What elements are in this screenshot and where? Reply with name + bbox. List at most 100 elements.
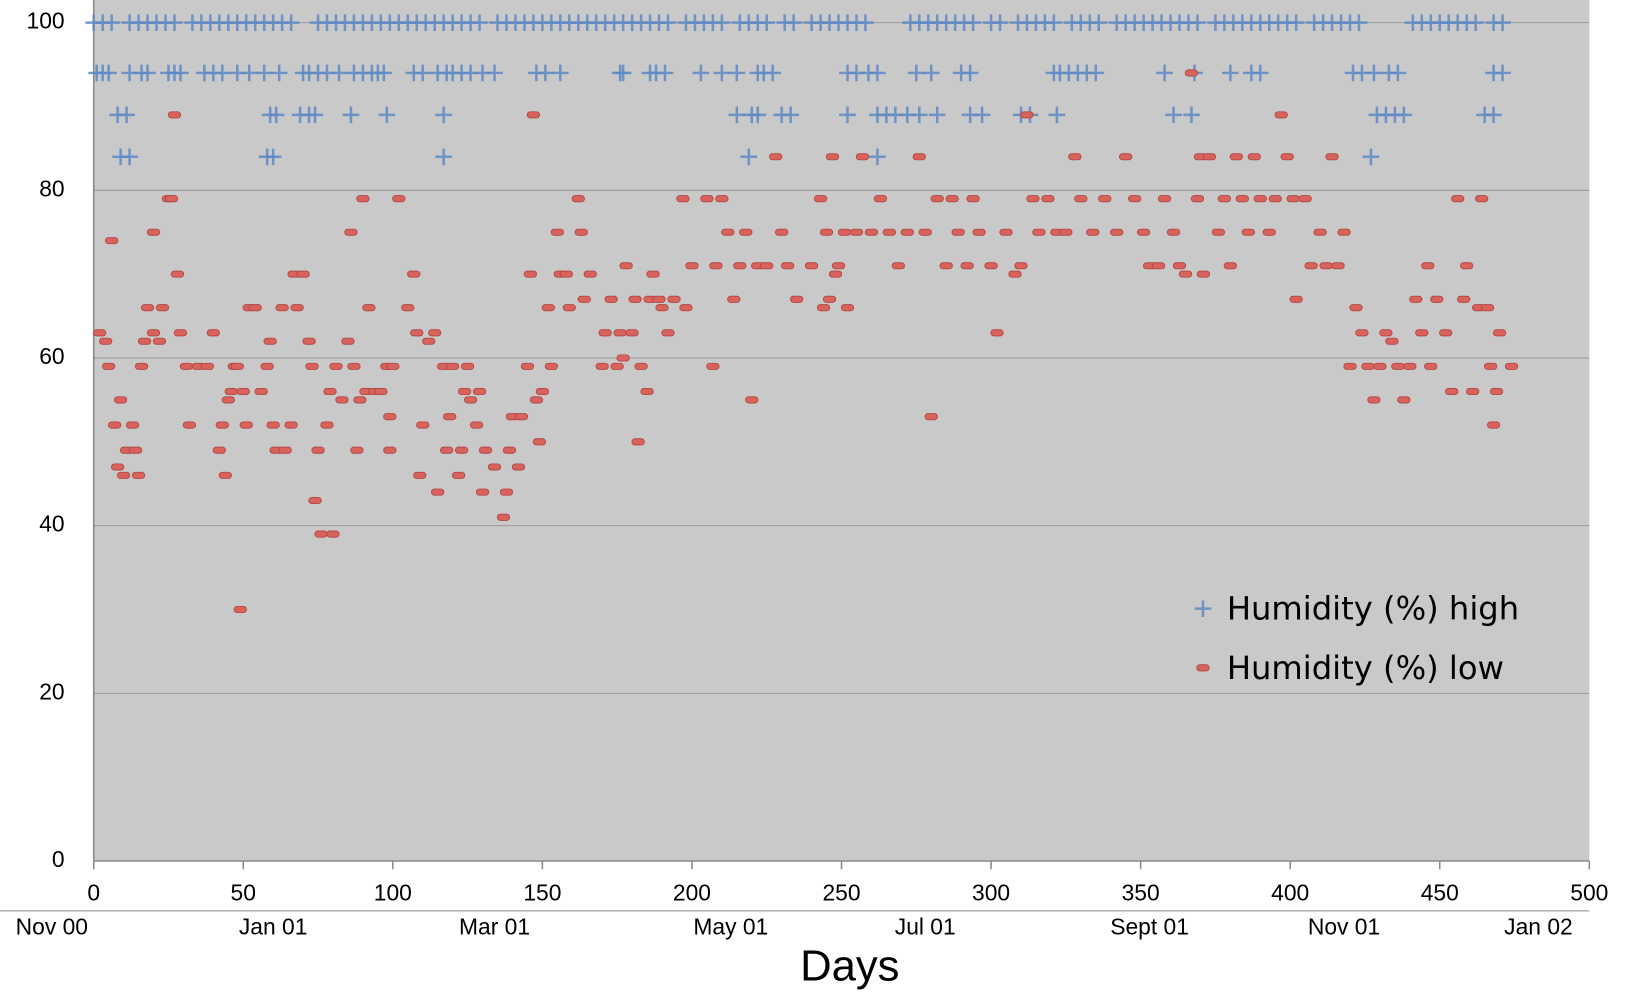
dash-marker [1166,228,1181,236]
dash-marker [1280,153,1294,161]
dash-marker [679,304,693,312]
dash-marker [341,337,355,345]
dash-marker [819,228,834,236]
dash-marker [1059,228,1073,236]
plus-marker [728,64,746,82]
dash-marker [828,270,843,278]
dash-marker [882,228,897,236]
dash-marker [1367,396,1381,404]
dash-marker [544,362,559,370]
plus-marker [1350,14,1368,31]
dash-marker [514,413,529,421]
dash-marker [1247,153,1261,161]
dash-marker [116,471,131,479]
plus-marker [713,14,731,31]
dash-marker [532,438,547,446]
dash-marker [1319,262,1333,270]
dash-marker [137,337,152,345]
dash-marker [167,111,182,119]
dash-marker [1504,362,1519,370]
dash-marker [284,421,298,429]
dash-marker [760,262,774,270]
dash-marker [1331,262,1345,270]
dash-marker [362,304,376,312]
plus-marker [1222,64,1239,82]
plus-marker [764,64,782,82]
plus-marker [1048,106,1066,124]
dash-marker [1391,362,1405,370]
date-tick-label: Nov 00 [16,914,88,940]
dash-marker [912,153,926,161]
x-tick-label: 0 [87,879,100,905]
dash-marker [344,228,358,236]
dash-marker [413,471,427,479]
dash-marker [939,262,953,270]
dash-marker [613,329,627,337]
dash-marker [296,270,310,278]
dash-marker [789,295,804,303]
x-tick-label: 50 [231,879,256,905]
dash-marker [278,446,292,454]
dash-marker [733,262,747,270]
dash-marker [1241,228,1255,236]
dash-marker [990,329,1004,337]
dash-marker [326,530,340,538]
dash-marker [290,304,304,312]
dash-marker [233,605,247,614]
dash-marker [1020,111,1034,119]
dash-marker [215,421,229,429]
x-tick-label: 300 [972,879,1010,905]
dash-marker [502,446,517,454]
dash-marker [1474,195,1489,203]
dash-marker [1483,362,1498,370]
plus-marker [659,14,677,31]
dash-marker [769,153,783,161]
plus-marker [1189,14,1206,31]
dash-marker [386,362,400,370]
dash-marker [266,421,280,429]
plus-marker [1194,600,1212,617]
dash-marker [1466,387,1480,396]
dash-marker [598,329,612,337]
dash-marker [140,304,155,312]
dash-marker [460,362,475,370]
dash-marker [511,463,526,471]
plus-marker [342,106,360,124]
dash-marker [855,153,870,161]
dash-marker [1217,195,1232,203]
dash-marker [1229,153,1243,161]
dash-marker [966,195,980,203]
dash-marker [891,262,905,270]
dash-marker [499,488,514,496]
dash-marker [1202,153,1217,161]
dash-marker [1253,195,1267,203]
dash-marker [529,396,544,404]
dash-marker [1337,228,1351,236]
dash-marker [104,237,119,245]
plus-marker [1183,106,1200,124]
dash-marker [1274,111,1288,119]
plus-marker [1287,14,1305,31]
date-tick-label: Nov 01 [1308,914,1380,940]
dash-marker [206,329,220,337]
dash-marker [1397,396,1411,404]
plus-marker [928,106,946,124]
dash-marker [918,228,932,236]
plus-marker [1494,64,1511,82]
plus-marker [964,14,982,31]
dash-marker [1026,195,1040,203]
plus-marker [414,64,432,82]
dash-marker [475,488,490,496]
plus-marker [1156,64,1173,82]
plus-marker [740,148,758,166]
dash-marker [443,413,457,421]
dash-marker [1403,362,1417,370]
dash-marker [1008,270,1022,278]
dash-marker [1151,262,1166,270]
dash-marker [401,304,415,312]
dash-marker [652,295,666,303]
dash-marker [550,228,564,236]
plus-marker [486,64,503,82]
y-tick-label: 0 [52,846,65,872]
